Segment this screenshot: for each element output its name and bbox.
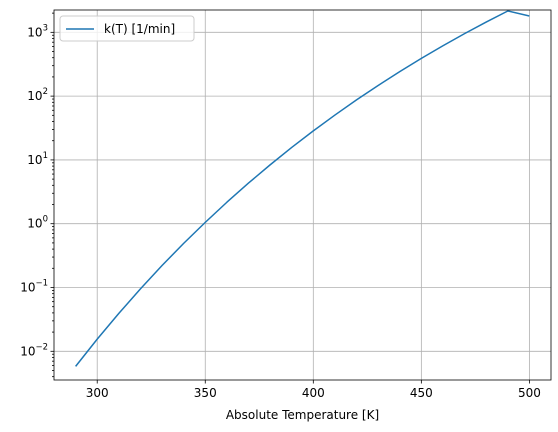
plot-series: [75, 10, 530, 367]
series-line: [75, 10, 530, 367]
x-axis: 300 350 400 450 500: [86, 380, 541, 400]
legend-label: k(T) [1/min]: [104, 22, 175, 36]
x-tick-label: 350: [194, 386, 217, 400]
y-tick-label: 101: [27, 151, 48, 167]
y-tick-label: 102: [27, 87, 48, 103]
x-axis-label: Absolute Temperature [K]: [226, 408, 379, 422]
legend: k(T) [1/min]: [59, 15, 195, 42]
y-tick-label: 103: [27, 23, 48, 39]
y-axis: 10−2 10−1 100 101 102 103: [20, 12, 54, 378]
y-tick-label: 100: [27, 215, 48, 231]
y-tick-label: 10−1: [20, 279, 48, 295]
x-tick-label: 300: [86, 386, 109, 400]
plot-frame: [53, 9, 552, 381]
legend-box: [59, 15, 195, 42]
y-tick-label: 10−2: [20, 342, 48, 358]
x-tick-label: 500: [518, 386, 541, 400]
x-tick-label: 400: [302, 386, 325, 400]
x-tick-label: 450: [410, 386, 433, 400]
